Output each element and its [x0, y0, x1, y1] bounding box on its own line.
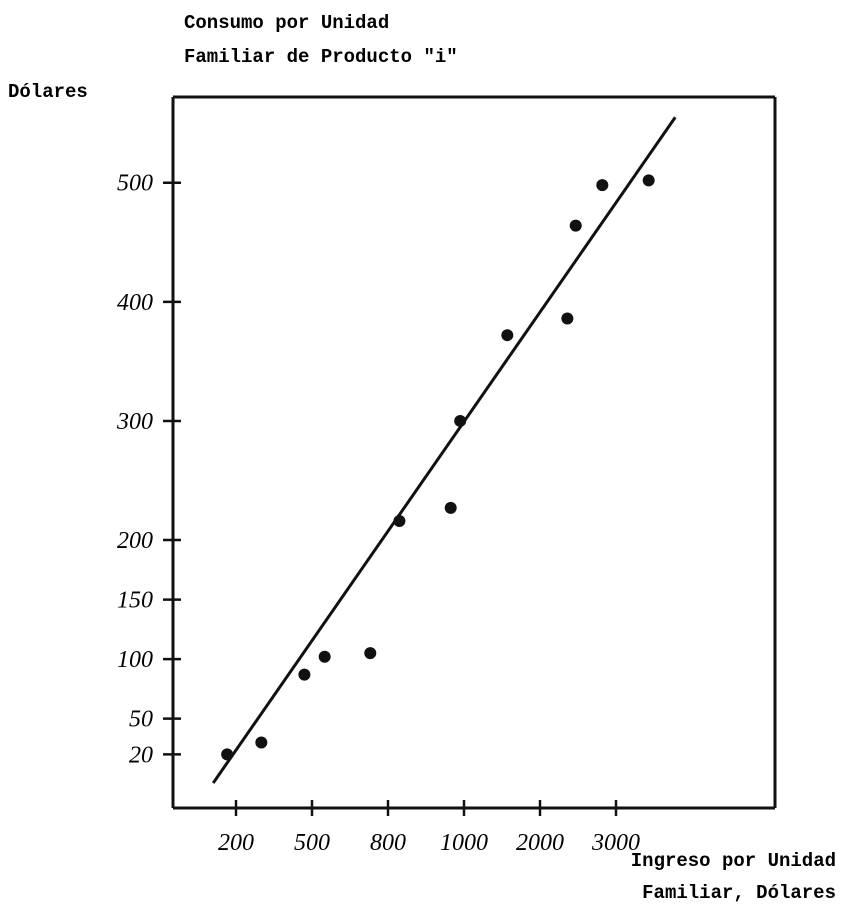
chart-title: Consumo por Unidad	[184, 12, 389, 34]
y-tick-label: 200	[117, 528, 153, 554]
x-axis-label: Familiar, Dólares	[642, 882, 836, 904]
x-tick-label: 3000	[591, 830, 640, 856]
y-tick-label: 50	[129, 707, 153, 733]
point	[393, 514, 406, 527]
point	[318, 650, 331, 663]
y-axis-label: Dólares	[8, 81, 88, 103]
y-tick-label: 20	[129, 742, 153, 768]
point	[255, 736, 268, 749]
y-tick-label: 500	[117, 171, 153, 197]
point	[221, 748, 234, 761]
point	[569, 219, 582, 232]
point	[596, 179, 609, 192]
chart-title: Familiar de Producto "i"	[184, 46, 458, 68]
point	[501, 329, 514, 342]
trend-line	[211, 116, 677, 784]
point	[561, 312, 574, 325]
x-tick-label: 200	[218, 830, 254, 856]
point	[298, 668, 311, 681]
y-tick-label: 150	[117, 588, 153, 614]
x-tick-label: 1000	[440, 830, 488, 856]
x-tick-label: 500	[294, 830, 330, 856]
point	[364, 647, 377, 660]
point	[454, 414, 467, 427]
y-tick-label: 400	[117, 290, 153, 316]
y-tick-label: 100	[117, 647, 153, 673]
point	[444, 501, 457, 514]
point	[642, 174, 655, 187]
x-tick-label: 800	[370, 830, 406, 856]
x-axis-label: Ingreso por Unidad	[631, 850, 836, 872]
y-tick-label: 300	[116, 409, 153, 435]
x-tick-label: 2000	[516, 830, 564, 856]
